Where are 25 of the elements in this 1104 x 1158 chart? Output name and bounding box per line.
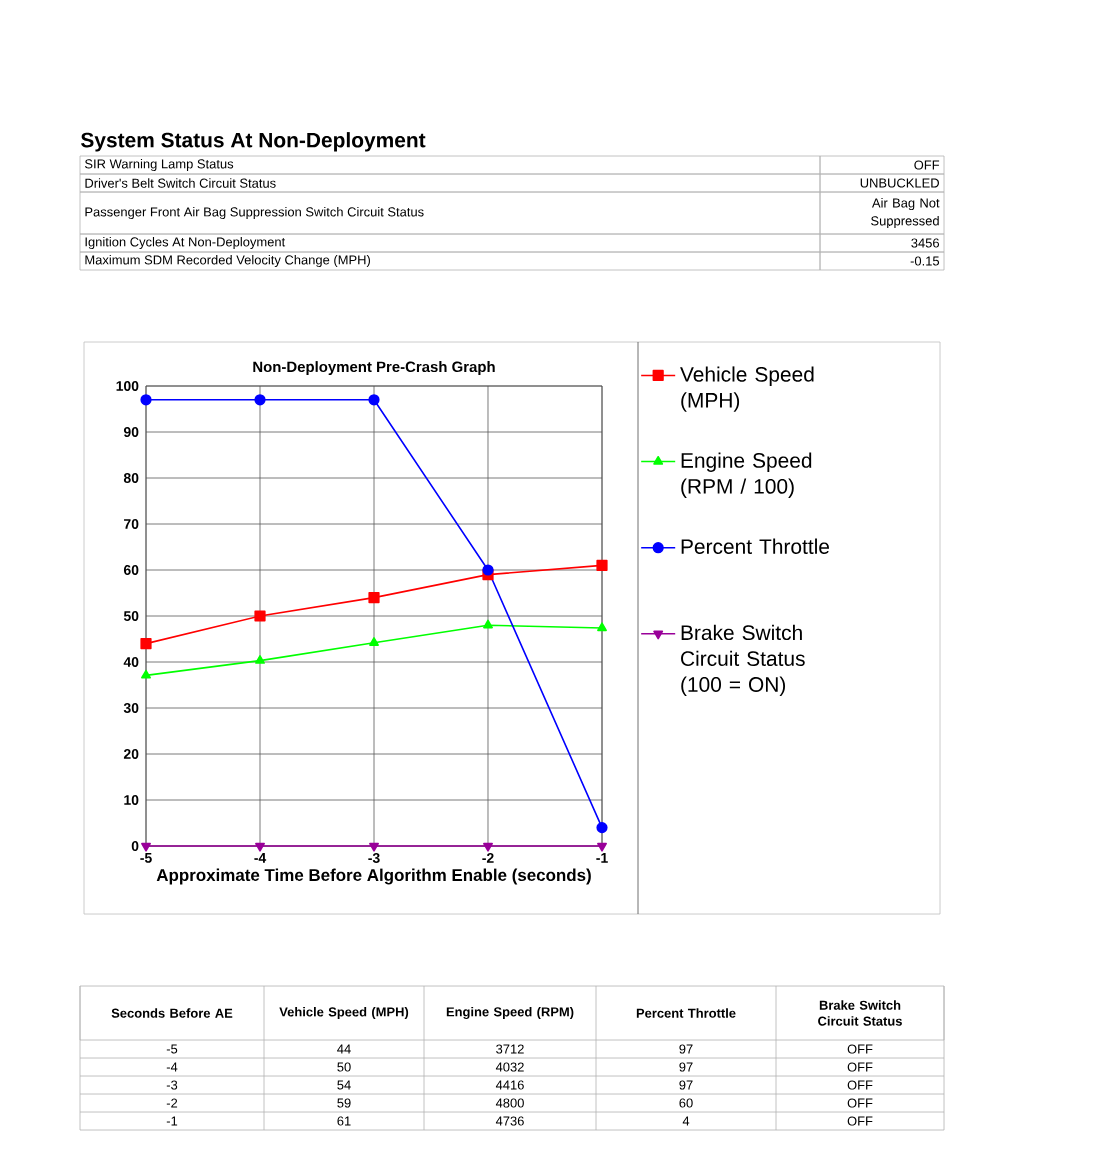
point — [597, 842, 607, 852]
point — [255, 655, 265, 664]
legend-label: Vehicle Speed (MPH) — [680, 366, 814, 412]
point — [369, 637, 379, 646]
point — [141, 669, 151, 679]
point — [596, 822, 608, 834]
point — [254, 394, 266, 406]
legend-label: Engine Speed (RPM / 100) — [681, 452, 812, 498]
text: System Status At Non-Deployment — [80, 132, 426, 152]
x-axis-title: Approximate Time Before Algorithm Enable (seconds) — [156, 868, 591, 885]
point — [368, 592, 380, 604]
point — [596, 559, 608, 572]
point — [141, 842, 151, 852]
point — [254, 610, 266, 622]
point — [369, 842, 379, 852]
point — [140, 394, 152, 406]
legend-label: Percent Throttle — [681, 538, 830, 554]
point — [483, 842, 493, 852]
point — [483, 619, 493, 629]
point — [597, 622, 607, 632]
point — [482, 564, 494, 576]
point — [255, 842, 265, 852]
point — [140, 638, 152, 650]
point — [368, 394, 380, 406]
legend-label: Brake Switch Circuit Status (100 = ON) — [681, 624, 805, 697]
